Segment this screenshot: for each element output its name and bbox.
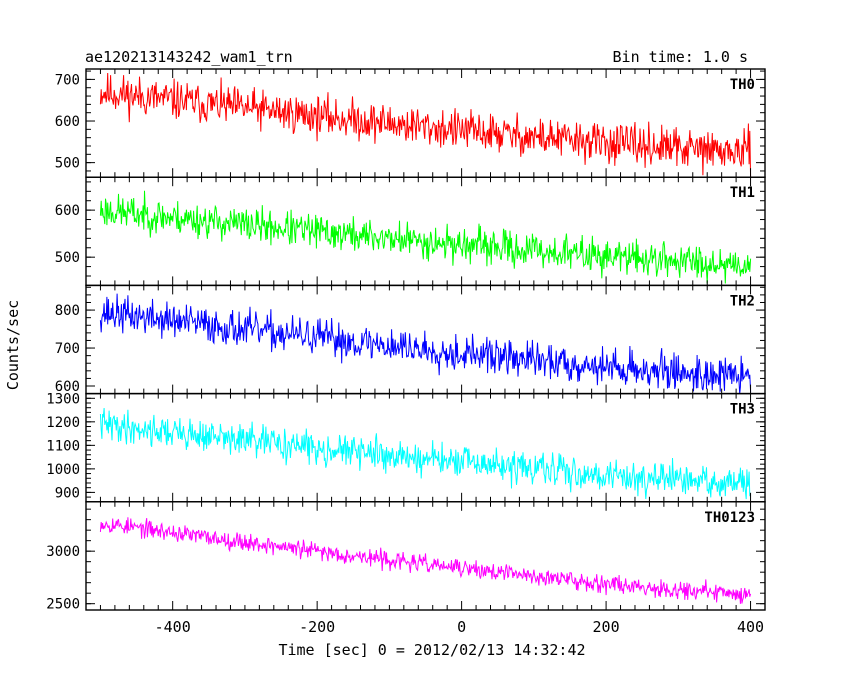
panel-frame [85,501,766,611]
panel-frame [85,176,766,287]
series-label-th3: TH3 [730,402,755,418]
y-tick-label: 1300 [46,391,80,407]
y-tick-label: 1000 [46,462,80,478]
series-line-th1 [99,190,752,284]
x-axis-label: Time [sec] 0 = 2012/02/13 14:32:42 [278,641,585,659]
y-tick-label: 600 [55,203,80,219]
y-tick-label: 1100 [46,438,80,454]
panel-th1: 500 600 TH1 [55,176,766,287]
y-tick-label: 500 [55,156,80,172]
series-line-th0 [99,72,752,178]
y-tick-label: 2500 [46,597,80,613]
series-line-th0123 [99,517,752,604]
y-tick-label: 700 [55,72,80,88]
panel-th0123: 2500 3000 TH0123 [46,501,766,613]
x-tick-label: -400 [155,618,191,636]
series-label-th1: TH1 [730,185,755,201]
panel-frame [85,392,766,503]
bin-time-label: Bin time: 1.0 s [613,48,748,66]
panel-th2: 600 700 800 TH2 [55,284,766,395]
x-tick-label: 0 [457,618,466,636]
y-tick-label: 500 [55,250,80,266]
x-axis: -400 -200 0 200 400 [155,618,764,636]
x-tick-label: -200 [299,618,335,636]
y-axis-label: Counts/sec [4,300,22,390]
panel-th0: 500 600 700 TH0 [55,68,766,178]
panels-group: 500 600 700 TH0 500 600 TH1 600 700 800 TH2 900 1000… [46,68,766,613]
y-tick-label: 1200 [46,415,80,431]
y-tick-label: 600 [55,114,80,130]
series-label-th2: TH2 [730,293,755,309]
y-tick-label: 700 [55,341,80,357]
chart-title: ae120213143242_wam1_trn [85,48,293,66]
series-label-th0123: TH0123 [704,510,755,526]
panel-th3: 900 1000 1100 1200 1300 TH3 [46,391,766,503]
y-tick-label: 3000 [46,544,80,560]
y-tick-label: 900 [55,485,80,501]
series-label-th0: TH0 [730,77,755,93]
series-line-th3 [99,407,752,500]
x-tick-label: 400 [737,618,764,636]
series-line-th2 [99,293,752,394]
x-tick-label: 200 [593,618,620,636]
y-tick-label: 600 [55,379,80,395]
y-tick-label: 800 [55,303,80,319]
